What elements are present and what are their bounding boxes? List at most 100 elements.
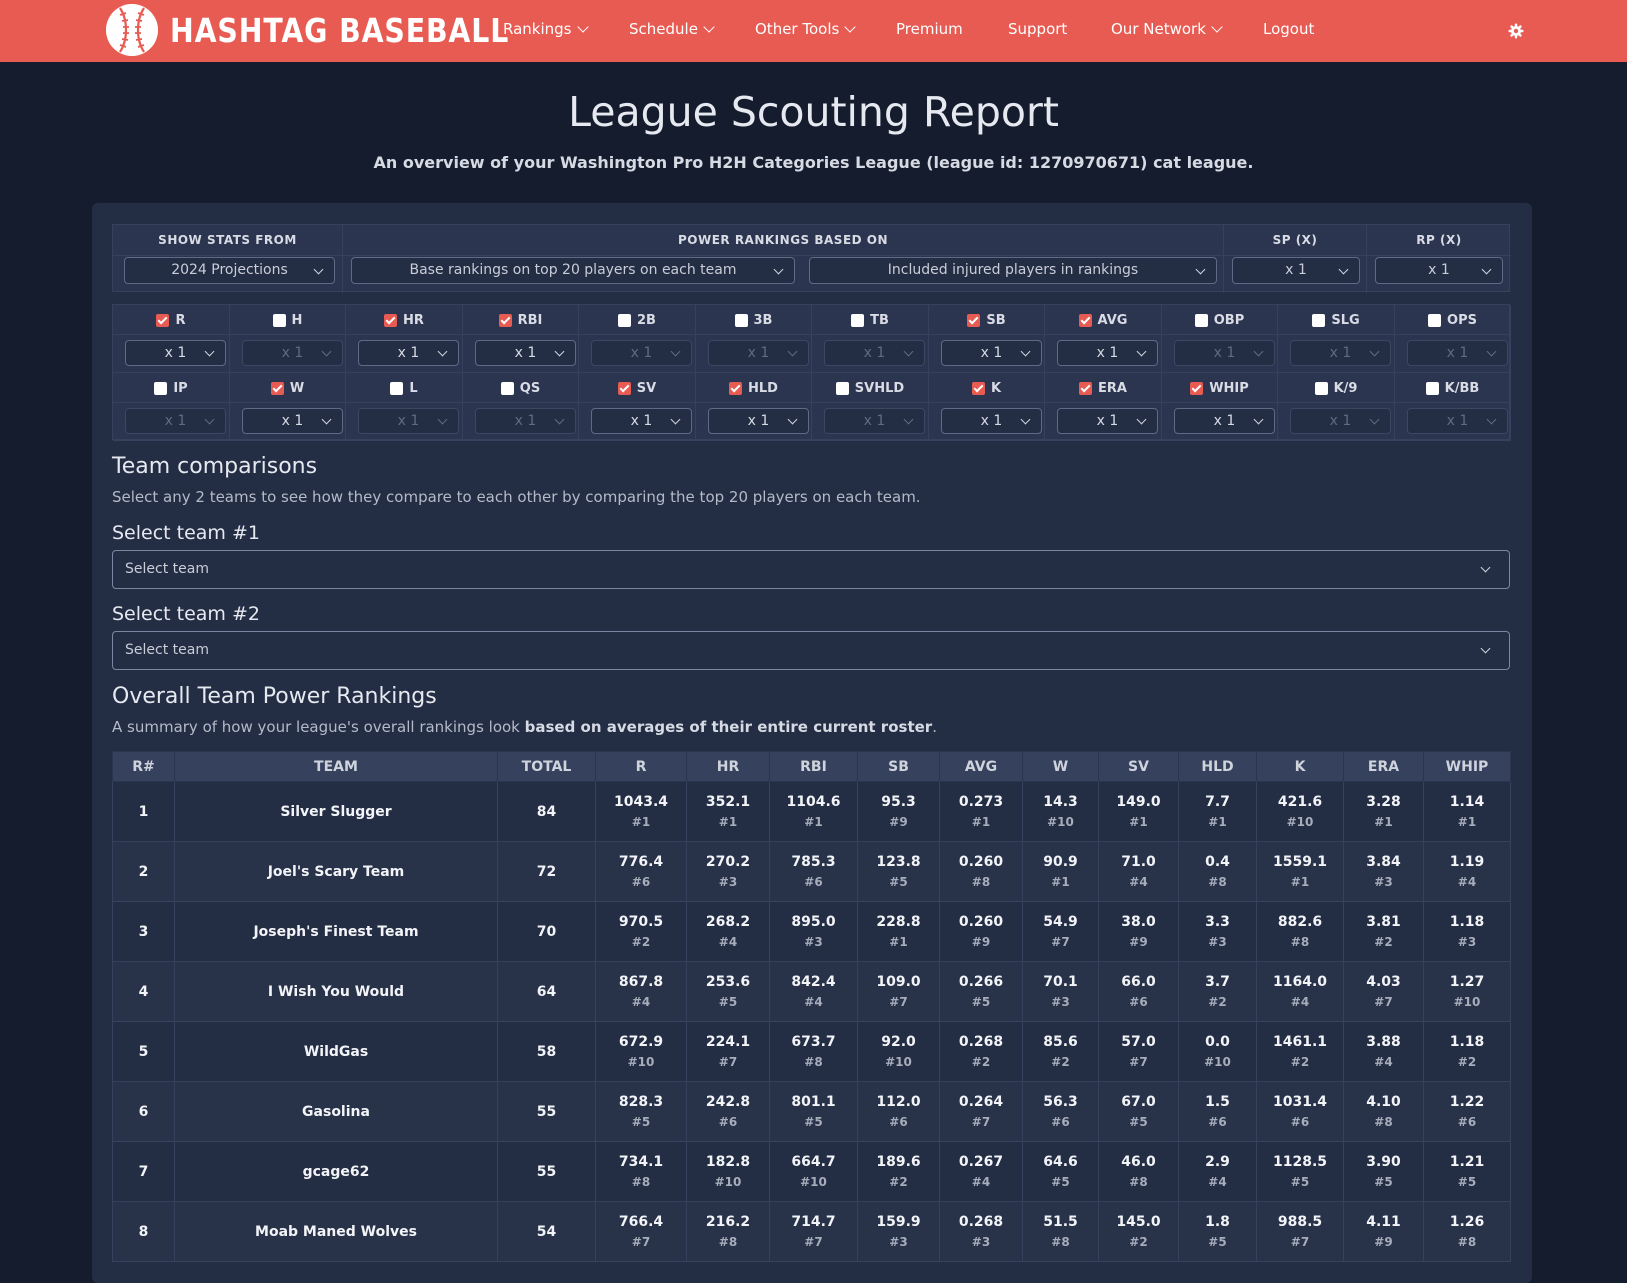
base-rankings-select[interactable]: Base rankings on top 20 players on each …	[351, 257, 795, 284]
column-header[interactable]: R	[595, 751, 687, 782]
category-toggle[interactable]: K	[929, 373, 1045, 403]
team1-select[interactable]: Select team	[112, 550, 1510, 589]
category-multiplier-select[interactable]: x 1	[941, 408, 1042, 434]
category-multiplier-select[interactable]: x 1	[824, 408, 925, 434]
checkbox-icon[interactable]	[851, 313, 865, 327]
brand-logo[interactable]: HASHTAG BASEBALL	[106, 4, 564, 56]
category-multiplier-select[interactable]: x 1	[358, 340, 459, 366]
category-toggle[interactable]: SB	[929, 305, 1045, 335]
column-header[interactable]: HR	[686, 751, 770, 782]
checkbox-icon[interactable]	[1079, 381, 1093, 395]
injured-players-select[interactable]: Included injured players in rankings	[809, 257, 1217, 284]
column-header[interactable]: R#	[112, 751, 175, 782]
column-header[interactable]: SV	[1098, 751, 1179, 782]
rp-multiplier-select[interactable]: x 1	[1375, 257, 1503, 284]
checkbox-icon[interactable]	[1312, 313, 1326, 327]
category-toggle[interactable]: W	[230, 373, 346, 403]
checkbox-icon[interactable]	[390, 381, 404, 395]
checkbox-icon[interactable]	[1194, 313, 1208, 327]
checkbox-icon[interactable]	[498, 313, 512, 327]
category-multiplier-select[interactable]: x 1	[1174, 340, 1275, 366]
nav-our-network[interactable]: Our Network	[1111, 20, 1223, 38]
category-multiplier-select[interactable]: x 1	[475, 340, 576, 366]
column-header[interactable]: TOTAL	[497, 751, 596, 782]
category-multiplier-select[interactable]: x 1	[125, 408, 226, 434]
nav-other-tools[interactable]: Other Tools	[755, 20, 856, 38]
category-toggle[interactable]: 2B	[579, 305, 696, 335]
column-header[interactable]: K	[1256, 751, 1344, 782]
nav-premium[interactable]: Premium	[896, 20, 963, 38]
column-header[interactable]: RBI	[769, 751, 858, 782]
category-toggle[interactable]: QS	[463, 373, 579, 403]
category-toggle[interactable]: 3B	[696, 305, 812, 335]
sp-multiplier-select[interactable]: x 1	[1232, 257, 1360, 284]
checkbox-icon[interactable]	[500, 381, 514, 395]
gear-icon[interactable]	[1508, 23, 1524, 39]
column-header[interactable]: AVG	[939, 751, 1023, 782]
category-multiplier-select[interactable]: x 1	[358, 408, 459, 434]
category-multiplier-select[interactable]: x 1	[591, 408, 692, 434]
team2-select[interactable]: Select team	[112, 631, 1510, 670]
category-multiplier-select[interactable]: x 1	[1174, 408, 1275, 434]
category-multiplier-select[interactable]: x 1	[941, 340, 1042, 366]
checkbox-icon[interactable]	[967, 313, 981, 327]
category-multiplier-select[interactable]: x 1	[824, 340, 925, 366]
category-toggle[interactable]: HR	[346, 305, 463, 335]
category-toggle[interactable]: R	[113, 305, 230, 335]
category-multiplier-select[interactable]: x 1	[708, 408, 809, 434]
stats-source-select[interactable]: 2024 Projections	[124, 257, 335, 284]
category-toggle[interactable]: K/BB	[1395, 373, 1511, 403]
checkbox-icon[interactable]	[270, 381, 284, 395]
category-toggle[interactable]: H	[230, 305, 346, 335]
nav-logout[interactable]: Logout	[1263, 20, 1314, 38]
checkbox-icon[interactable]	[618, 313, 632, 327]
category-toggle[interactable]: TB	[812, 305, 929, 335]
category-multiplier-select[interactable]: x 1	[591, 340, 692, 366]
category-toggle[interactable]: OBP	[1162, 305, 1278, 335]
category-toggle[interactable]: L	[346, 373, 463, 403]
category-multiplier-select[interactable]: x 1	[475, 408, 576, 434]
checkbox-icon[interactable]	[1428, 313, 1442, 327]
category-multiplier-select[interactable]: x 1	[1057, 340, 1158, 366]
category-toggle[interactable]: RBI	[463, 305, 579, 335]
category-multiplier-select[interactable]: x 1	[1290, 340, 1391, 366]
checkbox-icon[interactable]	[1314, 381, 1328, 395]
checkbox-icon[interactable]	[156, 313, 170, 327]
column-header[interactable]: SB	[857, 751, 940, 782]
category-toggle[interactable]: OPS	[1395, 305, 1511, 335]
column-header[interactable]: WHIP	[1423, 751, 1511, 782]
checkbox-icon[interactable]	[1190, 381, 1204, 395]
checkbox-icon[interactable]	[835, 381, 849, 395]
category-multiplier-select[interactable]: x 1	[1057, 408, 1158, 434]
category-multiplier-select[interactable]: x 1	[1407, 340, 1508, 366]
category-multiplier-select[interactable]: x 1	[242, 340, 343, 366]
category-toggle[interactable]: IP	[113, 373, 230, 403]
column-header[interactable]: W	[1022, 751, 1099, 782]
category-toggle[interactable]: HLD	[696, 373, 812, 403]
category-multiplier-select[interactable]: x 1	[1290, 408, 1391, 434]
category-toggle[interactable]: WHIP	[1162, 373, 1278, 403]
checkbox-icon[interactable]	[272, 313, 286, 327]
column-header[interactable]: HLD	[1178, 751, 1257, 782]
category-toggle[interactable]: ERA	[1045, 373, 1162, 403]
category-toggle[interactable]: K/9	[1278, 373, 1395, 403]
category-toggle[interactable]: SLG	[1278, 305, 1395, 335]
category-multiplier-select[interactable]: x 1	[708, 340, 809, 366]
checkbox-icon[interactable]	[971, 381, 985, 395]
checkbox-icon[interactable]	[384, 313, 398, 327]
checkbox-icon[interactable]	[729, 381, 743, 395]
category-multiplier-select[interactable]: x 1	[125, 340, 226, 366]
column-header[interactable]: TEAM	[174, 751, 498, 782]
nav-support[interactable]: Support	[1008, 20, 1067, 38]
category-toggle[interactable]: AVG	[1045, 305, 1162, 335]
category-multiplier-select[interactable]: x 1	[242, 408, 343, 434]
column-header[interactable]: ERA	[1343, 751, 1424, 782]
category-toggle[interactable]: SV	[579, 373, 696, 403]
nav-rankings[interactable]: Rankings	[503, 20, 589, 38]
checkbox-icon[interactable]	[734, 313, 748, 327]
category-multiplier-select[interactable]: x 1	[1407, 408, 1508, 434]
nav-schedule[interactable]: Schedule	[629, 20, 715, 38]
checkbox-icon[interactable]	[1425, 381, 1439, 395]
category-toggle[interactable]: SVHLD	[812, 373, 929, 403]
checkbox-icon[interactable]	[154, 381, 168, 395]
